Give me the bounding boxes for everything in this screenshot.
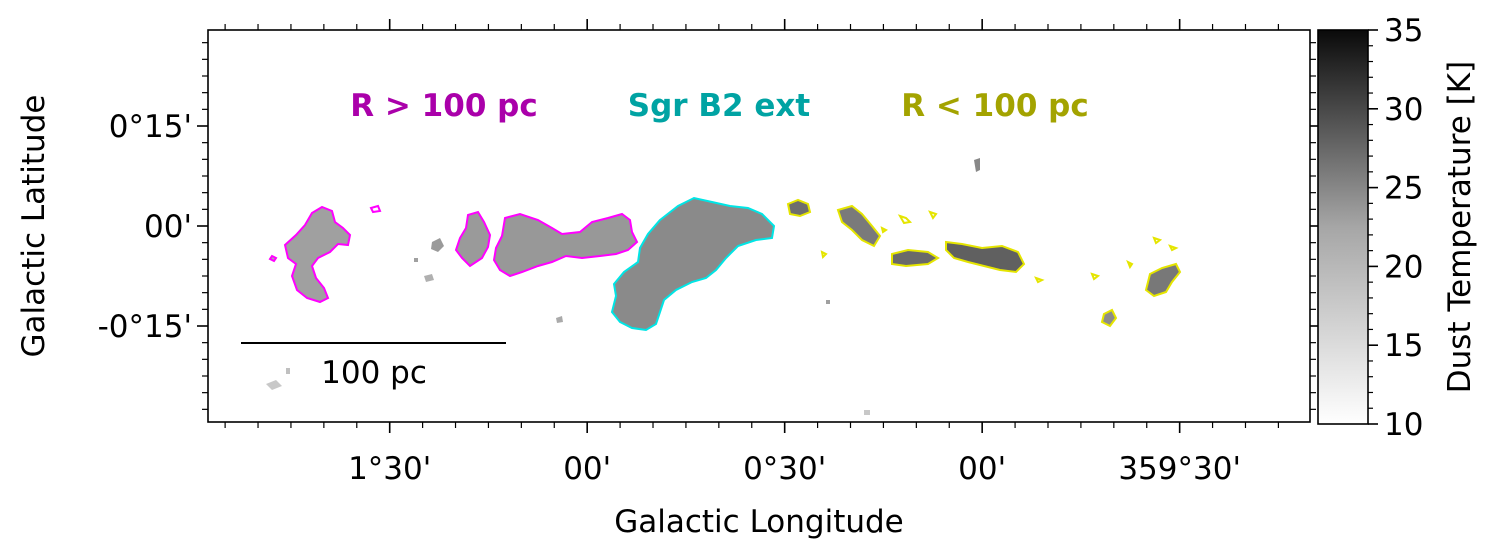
inner-region-blob [786,198,812,218]
scale-bar-label: 100 pc [321,355,427,391]
scale-bar: 100 pc [241,342,506,391]
dust-speck [864,410,870,415]
dust-speck [826,300,830,304]
colorbar-tick-label: 25 [1384,171,1423,207]
x-tick-label: 0°30' [743,451,826,487]
region-labels: R > 100 pc Sgr B2 ext R < 100 pc [350,88,1089,124]
colorbar-label: Dust Temperature [K] [1442,61,1478,393]
outer-region-blob [268,254,278,263]
colorbar-tick-label: 20 [1384,249,1423,285]
inner-region-blob [1100,308,1118,328]
colorbar-gradient [1317,29,1369,425]
y-tick-label: -0°15' [98,309,192,345]
axis-tick-labels: 1°30' 00' 0°30' 00' 359°30' 0°15' 00' -0°15' [98,109,1241,487]
sgrb2-region-blob [610,196,776,332]
region-label-outer: R > 100 pc [350,88,538,124]
inner-region-blob [945,240,1026,274]
colorbar-tick-label: 10 [1384,407,1423,443]
dust-speck [974,158,980,172]
outer-region-blob [492,212,639,278]
inner-region-blob [820,210,1179,284]
outer-region-blob [369,204,382,214]
outer-region-blob [454,210,492,268]
colorbar-tick-label: 35 [1384,13,1423,49]
dust-speck [414,258,418,262]
colorbar: 10 15 20 25 30 35 Dust Temperature [K] [1317,13,1478,443]
y-axis-label: Galactic Latitude [16,95,52,358]
inner-region-blob [891,248,940,268]
dust-speck [556,316,563,323]
dust-speck [266,380,282,390]
x-tick-label: 1°30' [348,451,431,487]
axis-ticks [197,19,1321,433]
x-tick-label: 00' [958,451,1006,487]
colorbar-tick-label: 15 [1384,328,1423,364]
x-tick-label: 00' [563,451,611,487]
y-tick-label: 00' [144,209,192,245]
region-label-sgrb2: Sgr B2 ext [628,88,811,124]
dust-speck [424,274,434,282]
colorbar-tick-label: 30 [1384,92,1423,128]
outer-region-blob [283,205,352,304]
x-tick-label: 359°30' [1118,451,1241,487]
x-axis-label: Galactic Longitude [614,504,904,540]
inner-region-blob [1144,262,1182,298]
dust-emission-regions [266,158,1182,415]
region-label-inner: R < 100 pc [901,88,1089,124]
y-tick-label: 0°15' [109,109,192,145]
colorbar-ticks: 10 15 20 25 30 35 [1368,13,1423,443]
dust-speck [431,238,444,252]
dust-speck [286,368,290,374]
inner-region-blob [836,204,882,248]
